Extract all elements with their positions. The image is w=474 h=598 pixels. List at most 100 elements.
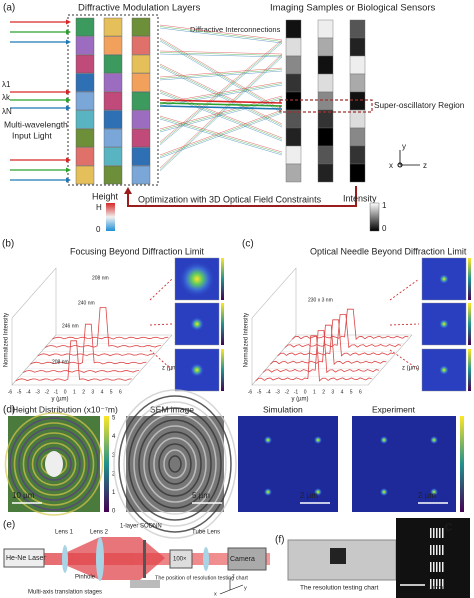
- line: [159, 99, 283, 104]
- intensity-curve: [255, 335, 372, 382]
- label: (f): [275, 535, 284, 546]
- shape: [131, 17, 151, 37]
- shape: [221, 258, 224, 300]
- shape: [103, 17, 123, 37]
- sem-pattern: [168, 455, 182, 473]
- label: λ1: [2, 80, 11, 89]
- shape: [430, 545, 432, 555]
- shape: [317, 145, 334, 165]
- label: C: [445, 523, 452, 534]
- arrowhead: [66, 39, 71, 45]
- intensity-curve: [284, 314, 402, 349]
- shape: [75, 165, 95, 185]
- shape: [169, 549, 193, 569]
- shape: [285, 109, 302, 129]
- label: (b): [2, 239, 14, 250]
- pattern: [18, 427, 90, 501]
- shape: [131, 147, 151, 166]
- label: 6: [119, 389, 122, 395]
- shape: [103, 128, 123, 148]
- label: y: [402, 142, 406, 151]
- shape: [349, 37, 366, 57]
- shape: [349, 163, 366, 183]
- shape: [317, 19, 334, 39]
- label: x: [389, 161, 393, 170]
- wall: [251, 267, 297, 386]
- label: 0: [64, 389, 67, 395]
- shape: [285, 91, 302, 111]
- focal-spot: [190, 317, 204, 331]
- spot: [314, 436, 322, 444]
- shape: [75, 128, 95, 148]
- sem-pattern: [143, 425, 207, 503]
- arrowhead: [66, 167, 71, 173]
- shape: [317, 37, 334, 57]
- label: 1: [112, 490, 116, 496]
- label: Lens 1: [55, 530, 74, 536]
- label: -6: [8, 389, 13, 395]
- label: -1: [54, 389, 59, 395]
- sem-pattern: [113, 389, 237, 539]
- shape: [103, 110, 123, 129]
- shape: [75, 110, 95, 129]
- arrowhead: [124, 187, 132, 194]
- spot: [380, 436, 388, 444]
- axis-dot: [397, 162, 403, 168]
- link-arrow: [389, 323, 420, 326]
- shape: [468, 258, 471, 300]
- sem-pattern: [153, 437, 197, 491]
- shape: [131, 91, 151, 111]
- label: Pinhole: [75, 575, 96, 581]
- shape: [442, 562, 444, 572]
- label: Focusing Beyond Diffraction Limit: [70, 246, 204, 256]
- label: Lens 2: [90, 530, 109, 536]
- label: Optical Needle Beyond Diffraction Limit: [310, 246, 467, 256]
- label: 240 nm: [78, 300, 95, 306]
- label: 246 nm: [62, 323, 79, 329]
- shape: [143, 540, 146, 578]
- spot: [314, 488, 322, 496]
- shape: [75, 91, 95, 111]
- label: 10 µm: [12, 491, 35, 500]
- shape: [421, 257, 467, 301]
- label: The resolution testing chart: [300, 585, 379, 592]
- line: [159, 69, 283, 79]
- label: z: [423, 161, 427, 170]
- label: Experiment: [372, 404, 416, 414]
- shape: [317, 55, 334, 75]
- sem-pattern: [128, 407, 222, 521]
- shape: [349, 73, 366, 93]
- label: Imaging Samples or Biological Sensors: [270, 3, 436, 14]
- shape: [430, 562, 432, 572]
- shape: [439, 579, 441, 589]
- shape: [131, 128, 151, 148]
- label: -2: [285, 389, 290, 395]
- label: 1: [382, 201, 387, 210]
- shape: [227, 547, 267, 571]
- shape: [285, 127, 302, 147]
- label: Camera: [230, 556, 255, 563]
- shape: [433, 545, 435, 555]
- shape: [131, 73, 151, 92]
- shape: [238, 416, 338, 512]
- sem-pattern: [123, 401, 227, 527]
- line: [159, 50, 283, 55]
- label: x: [214, 591, 217, 597]
- label: Diffractive Interconnections: [190, 25, 281, 34]
- label: -3: [275, 389, 280, 395]
- arrowhead: [66, 29, 71, 35]
- shape: [285, 37, 302, 57]
- label: 3: [91, 389, 94, 395]
- spot: [264, 488, 272, 496]
- intensity-curve: [277, 319, 394, 357]
- shape: [221, 349, 224, 391]
- shape: [436, 545, 438, 555]
- label: 0: [304, 389, 307, 395]
- label: 2 µm: [300, 491, 318, 500]
- shape: [433, 562, 435, 572]
- shape: [349, 55, 366, 75]
- label: -4: [266, 389, 271, 395]
- shape: [369, 202, 380, 232]
- pattern: [4, 412, 104, 516]
- label: Simulation: [263, 404, 303, 414]
